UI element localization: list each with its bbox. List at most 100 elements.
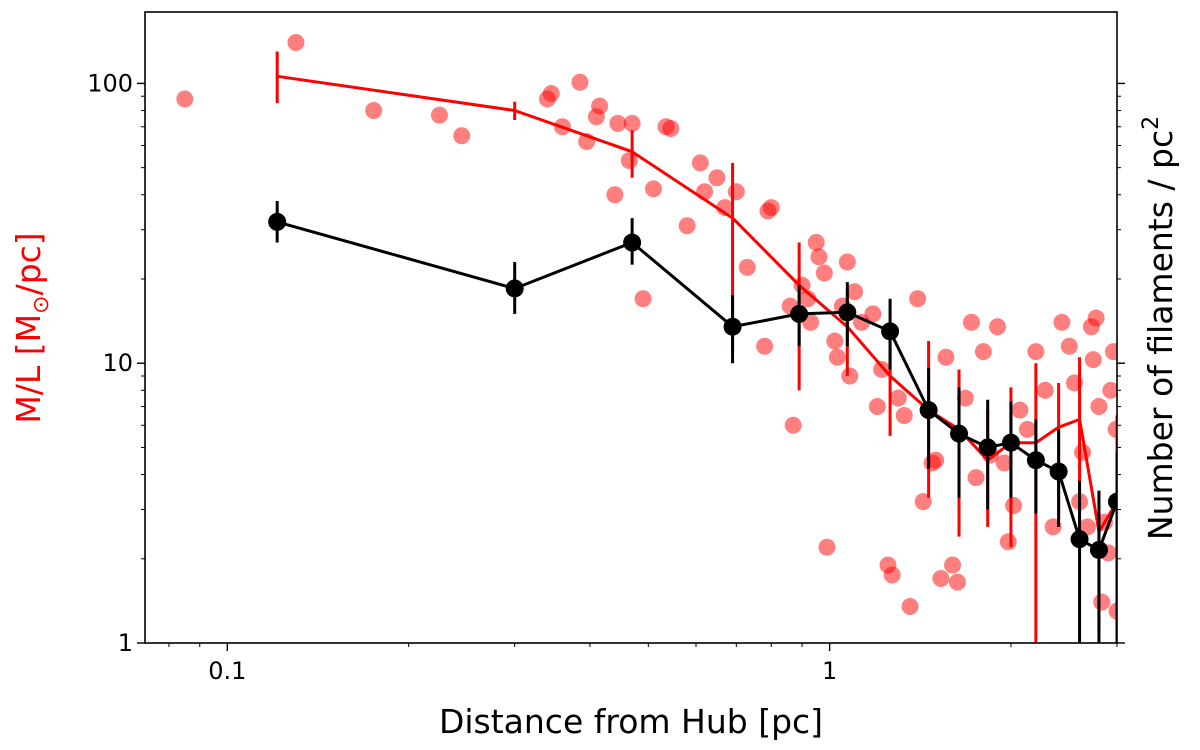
scatter-point	[864, 305, 882, 323]
scatter-point	[644, 180, 662, 198]
x-tick-label: 0.1	[208, 657, 246, 685]
y-tick-label: 100	[87, 69, 133, 97]
scatter-point	[889, 389, 907, 407]
scatter-point	[1027, 343, 1045, 361]
scatter-point	[1018, 420, 1036, 438]
scatter-point	[948, 573, 966, 591]
scatter-point	[1087, 309, 1105, 327]
scatter-point	[841, 367, 859, 385]
filament-density-marker	[838, 303, 857, 322]
scatter-point	[1090, 398, 1108, 416]
scatter-point	[1036, 381, 1054, 399]
filament-density-marker	[1070, 530, 1089, 549]
scatter-point	[738, 258, 756, 276]
filament-density-marker	[881, 322, 900, 341]
filament-density-marker	[268, 212, 287, 231]
scatter-point	[1102, 381, 1117, 399]
plot-frame	[144, 11, 1118, 644]
scatter-point	[846, 283, 864, 301]
scatter-point	[989, 318, 1007, 336]
scatter-point	[873, 360, 891, 378]
scatter-point	[678, 217, 696, 235]
right-y-axis-title: Number of filaments / pc2	[1139, 116, 1180, 540]
ml-binned-layer	[275, 51, 1117, 643]
scatter-point	[868, 398, 886, 416]
scatter-point	[784, 416, 802, 434]
filament-density-marker	[1108, 492, 1117, 511]
filament-density-marker	[1026, 451, 1045, 470]
ml-binned-line	[276, 74, 1117, 534]
scatter-point	[937, 348, 955, 366]
scatter-point	[828, 348, 846, 366]
filament-density-marker	[505, 279, 524, 298]
scatter-point	[1060, 337, 1078, 355]
filament-density-marker	[950, 424, 969, 443]
scatter-point	[453, 127, 471, 145]
filament-density-marker	[1089, 540, 1108, 559]
y-tick-label: 1	[118, 629, 133, 657]
scatter-point	[623, 114, 641, 132]
scatter-point	[634, 290, 652, 308]
scatter-point	[287, 34, 305, 52]
scatter-point	[591, 97, 609, 115]
scatter-point	[1108, 602, 1117, 620]
scatter-point	[927, 451, 945, 469]
scatter-point	[365, 102, 383, 120]
scatter-point	[1093, 593, 1111, 611]
scatter-point	[807, 234, 825, 252]
scatter-point	[956, 389, 974, 407]
scatter-point	[995, 454, 1013, 472]
scatter-point	[1053, 313, 1071, 331]
filament-density-marker	[1001, 433, 1020, 452]
filament-density-marker	[623, 233, 642, 252]
scatter-point	[542, 85, 560, 103]
filament-density-marker	[1049, 462, 1068, 481]
scatter-point	[826, 332, 844, 350]
filament-density-line	[276, 220, 1117, 552]
scatter-point	[901, 598, 919, 616]
scatter-point	[571, 73, 589, 91]
left-y-axis-title: M/L [M⊙/pc]	[9, 232, 54, 423]
filament-density-marker	[978, 438, 997, 457]
scatter-point	[756, 337, 774, 355]
scatter-layer	[176, 34, 1117, 620]
x-axis-title: Distance from Hub [pc]	[439, 702, 823, 741]
scatter-point	[944, 556, 962, 574]
scatter-point	[818, 538, 836, 556]
filament-density-marker	[919, 401, 938, 420]
scatter-point	[1104, 343, 1117, 361]
filament-density-layer	[268, 200, 1117, 643]
scatter-point	[967, 469, 985, 487]
scatter-point	[606, 186, 624, 204]
scatter-point	[962, 313, 980, 331]
y-tick-label: 10	[102, 349, 133, 377]
x-tick-label: 1	[822, 657, 837, 685]
scatter-point	[974, 343, 992, 361]
filament-density-marker	[723, 317, 742, 336]
scatter-point	[815, 264, 833, 282]
scatter-point	[1074, 443, 1092, 461]
scatter-point	[1011, 401, 1029, 419]
scatter-point	[691, 154, 709, 172]
scatter-point	[909, 290, 927, 308]
scatter-point	[727, 183, 745, 201]
scatter-point	[662, 120, 680, 138]
filament-density-marker	[790, 304, 809, 323]
scatter-point	[1084, 351, 1102, 369]
scatter-point	[895, 407, 913, 425]
scatter-point	[1107, 420, 1117, 438]
scatter-point	[430, 106, 448, 124]
scatter-point	[838, 253, 856, 271]
ticks-layer: 0.1 1 1 10 100	[87, 69, 1125, 685]
scatter-point	[609, 114, 627, 132]
scatter-point	[696, 183, 714, 201]
scatter-point	[932, 570, 950, 588]
scatter-point	[883, 566, 901, 584]
scatter-point	[708, 169, 726, 187]
scatter-point	[176, 90, 194, 108]
scatter-point	[999, 533, 1017, 551]
scatter-point	[810, 248, 828, 266]
scatter-point	[762, 199, 780, 217]
scatter-point	[1005, 497, 1023, 515]
